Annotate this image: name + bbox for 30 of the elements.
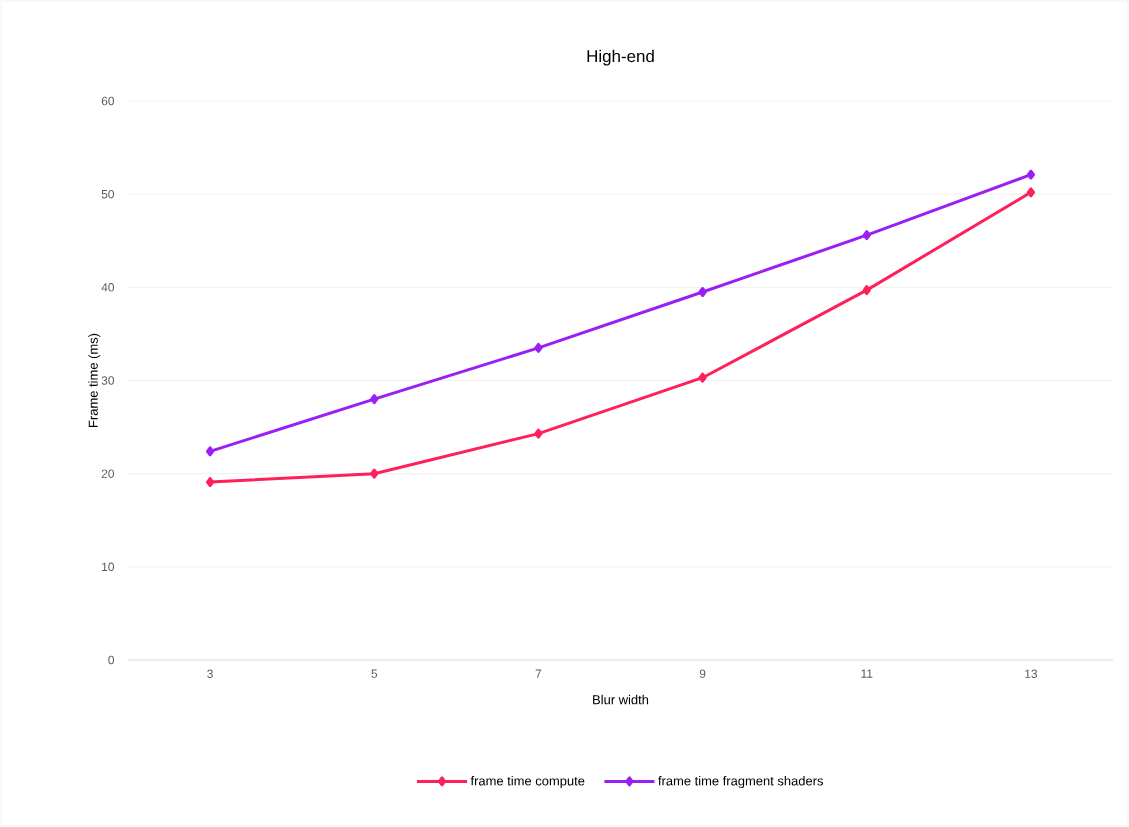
y-tick-label: 10 [102,562,115,572]
point [205,446,215,457]
x-tick-label: 7 [535,669,542,678]
x-tick-label: 11 [861,669,873,678]
x-axis-title: Blur width [593,694,649,705]
y-tick-label: 0 [108,655,115,665]
x-tick-label: 3 [207,669,213,678]
y-tick-label: 60 [101,96,115,106]
point [370,468,379,479]
point [1026,187,1036,198]
point [205,477,215,488]
chart-title: High-end [587,49,654,66]
x-tick-label: 5 [371,669,378,678]
point [534,428,543,439]
y-tick-label: 40 [101,283,115,292]
point [534,342,543,353]
y-tick-label: 50 [101,189,115,199]
y-axis-title: Frame time (ms) [88,333,101,427]
point [862,230,871,241]
point [370,394,379,405]
legend-label: frame time fragment shaders [658,775,824,789]
y-tick-label: 30 [101,376,115,385]
x-tick-label: 9 [699,669,706,678]
point [862,285,871,296]
point [1026,169,1036,180]
legend-label: frame time compute [470,775,585,789]
y-tick-label: 20 [101,469,115,478]
point [698,286,707,297]
x-tick-label: 13 [1025,669,1038,678]
point [698,372,707,383]
